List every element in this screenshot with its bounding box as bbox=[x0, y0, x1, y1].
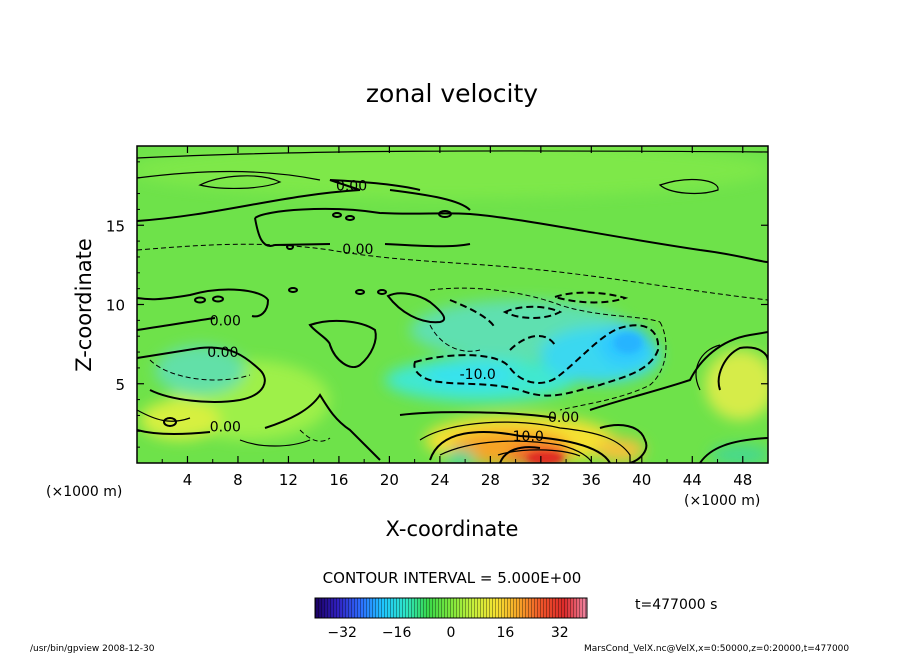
contour-neg10 bbox=[509, 335, 556, 351]
contour-neg10 bbox=[449, 299, 496, 329]
colorbar-tick-label: 16 bbox=[496, 625, 514, 641]
x-tick-label: 20 bbox=[380, 471, 399, 489]
x-tick-label: 24 bbox=[430, 471, 449, 489]
contour-zero bbox=[264, 393, 381, 461]
contour-neg10 bbox=[502, 305, 563, 319]
contour-zero bbox=[137, 288, 270, 318]
contour-pos10 bbox=[429, 431, 611, 463]
contour-zero bbox=[254, 207, 768, 263]
x-tick-label: 36 bbox=[582, 471, 601, 489]
contour-zero bbox=[389, 189, 471, 211]
contour-positive bbox=[137, 170, 321, 181]
x-tick-label: 40 bbox=[632, 471, 651, 489]
contour-positive bbox=[198, 175, 282, 190]
x-tick-label: 28 bbox=[481, 471, 500, 489]
y-axis-label: Z-coordinate bbox=[72, 238, 96, 372]
x-tick-label: 8 bbox=[233, 471, 243, 489]
contour-negative bbox=[299, 429, 331, 442]
contour-label: 0.00 bbox=[207, 345, 238, 361]
small-contour-islands bbox=[163, 210, 452, 427]
contour-positive bbox=[239, 439, 311, 447]
contour-positive bbox=[695, 344, 721, 391]
x-unit-left: (×1000 m) bbox=[46, 484, 122, 500]
contour-label: 0.00 bbox=[548, 410, 579, 426]
contour-neg10 bbox=[413, 324, 660, 397]
y-tick-label: 10 bbox=[106, 297, 125, 315]
x-tick-label: 48 bbox=[733, 471, 752, 489]
time-label: t=477000 s bbox=[635, 597, 717, 613]
contour-positive bbox=[137, 150, 768, 159]
colorbar-stripes bbox=[315, 598, 587, 618]
x-tick-label: 32 bbox=[531, 471, 550, 489]
contour-zero bbox=[137, 429, 211, 436]
contour-zero bbox=[386, 292, 446, 324]
y-tick-label: 5 bbox=[115, 376, 125, 394]
contour-negative bbox=[149, 359, 251, 381]
contour-negative bbox=[137, 243, 768, 301]
contour-negative bbox=[559, 321, 667, 411]
contour-zero bbox=[137, 317, 216, 331]
contour-zero bbox=[717, 346, 768, 391]
contour-positive bbox=[419, 421, 631, 463]
contour-label: 10.0 bbox=[513, 429, 544, 445]
x-tick-label: 4 bbox=[183, 471, 193, 489]
velocity-core bbox=[527, 333, 642, 463]
contour-pos10 bbox=[499, 446, 541, 463]
x-tick-label: 12 bbox=[279, 471, 298, 489]
contour-zero bbox=[384, 243, 471, 248]
contour-label: 0.00 bbox=[210, 420, 241, 436]
contour-positive bbox=[439, 440, 593, 463]
contour-zero bbox=[308, 319, 377, 368]
colorbar-ticks: −32 −16 0 16 32 bbox=[327, 625, 568, 641]
contour-label: 0.00 bbox=[342, 242, 373, 258]
contour-zero bbox=[137, 346, 266, 403]
contour-positive bbox=[497, 449, 581, 457]
y-tick-label: 15 bbox=[106, 217, 125, 235]
contour-zero bbox=[399, 411, 556, 419]
contour-neg10 bbox=[551, 291, 629, 304]
contour-label: -10.0 bbox=[460, 367, 496, 383]
contour-zero bbox=[599, 424, 648, 463]
contour-negative bbox=[429, 287, 661, 323]
x-axis: 4 8 12 16 20 24 28 32 36 40 44 48 bbox=[161, 146, 752, 489]
y-axis: 5 10 15 bbox=[106, 161, 768, 448]
colorbar-frame bbox=[314, 597, 588, 619]
contour-interval-text: CONTOUR INTERVAL = 5.000E+00 bbox=[323, 569, 582, 587]
contour-lines bbox=[137, 150, 768, 463]
x-unit-right: (×1000 m) bbox=[684, 493, 760, 509]
footer-right: MarsCond_VelX.nc@VelX,x=0:50000,z=0:2000… bbox=[584, 644, 849, 654]
contour-zero bbox=[137, 179, 421, 222]
colorbar-tick-label: 0 bbox=[447, 625, 456, 641]
x-tick-label: 44 bbox=[683, 471, 702, 489]
contour-positive bbox=[658, 179, 719, 195]
footer-left: /usr/bin/gpview 2008-12-30 bbox=[30, 644, 155, 654]
colorbar-tick-label: −32 bbox=[327, 625, 357, 641]
contour-zero bbox=[699, 437, 768, 463]
contour-zero bbox=[589, 331, 768, 411]
colorbar-tick-label: 32 bbox=[551, 625, 569, 641]
x-axis-label: X-coordinate bbox=[386, 517, 519, 541]
contour-positive bbox=[137, 409, 191, 422]
colorbar: −32 −16 0 16 32 bbox=[314, 597, 588, 641]
chart-title: zonal velocity bbox=[366, 79, 538, 108]
contour-label: 0.00 bbox=[210, 313, 241, 329]
contour-label: 0.00 bbox=[336, 179, 367, 195]
x-tick-label: 16 bbox=[329, 471, 348, 489]
colorbar-tick-label: −16 bbox=[382, 625, 412, 641]
